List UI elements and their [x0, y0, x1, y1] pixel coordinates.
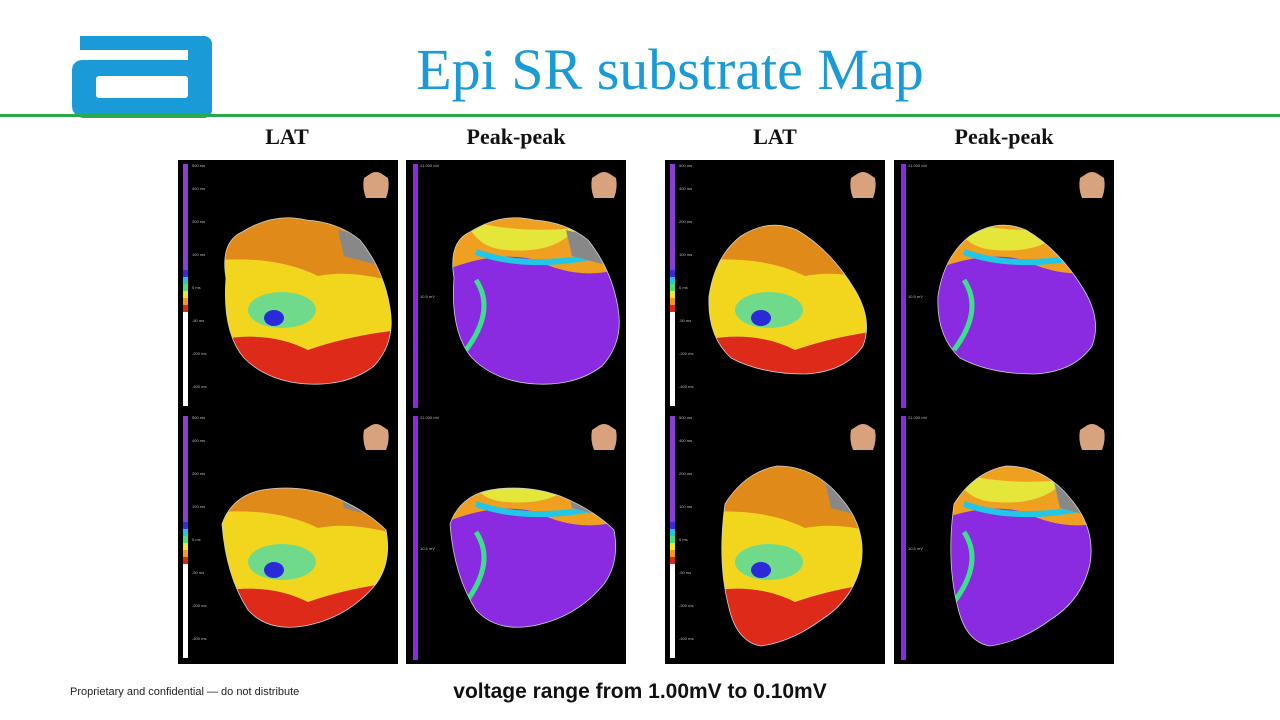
colorbar-tick-label: -400 ms: [679, 636, 693, 641]
column-label-peak-2: Peak-peak: [954, 124, 1054, 149]
colorbar-top-label: 21.000 mV: [420, 415, 440, 420]
brand-logo: [72, 36, 212, 118]
column-label-lat-2: LAT: [753, 124, 797, 149]
colorbar-tick-label: -200 ms: [192, 351, 206, 356]
map-panel-peak-bottom-left: 21.000 mV 10.5 mV: [406, 412, 626, 664]
colorbar: [670, 416, 675, 658]
orientation-torso-icon: [591, 172, 617, 198]
colorbar-tick-label: 200 ms: [679, 219, 692, 224]
orientation-torso-icon: [1079, 172, 1105, 198]
colorbar-tick-label: 200 ms: [192, 471, 205, 476]
colorbar-tick-label: 400 ms: [679, 438, 692, 443]
colorbar-tick-label: -50 ms: [679, 570, 691, 575]
colorbar-tick-label: 10.5 mV: [908, 546, 923, 551]
colorbar-tick-label: 400 ms: [192, 438, 205, 443]
title-divider: [0, 114, 1280, 117]
colorbar-top-label: 500 ms: [679, 415, 692, 420]
colorbar: [670, 164, 675, 406]
colorbar-tick-label: 0 ms: [679, 285, 688, 290]
colorbar: [183, 164, 188, 406]
colorbar-top-label: 500 ms: [679, 163, 692, 168]
orientation-torso-icon: [363, 172, 389, 198]
map-panel-lat-top-right: 500 ms 400 ms 200 ms 100 ms 0 ms -50 ms -200 m…: [665, 160, 885, 412]
colorbar-tick-label: 0 ms: [679, 537, 688, 542]
page-title: Epi SR substrate Map: [416, 37, 924, 102]
colorbar-tick-label: 200 ms: [679, 471, 692, 476]
colorbar-tick-label: -200 ms: [679, 351, 693, 356]
map-panel-peak-bottom-right: 21.000 mV 10.5 mV: [894, 412, 1114, 664]
colorbar-tick-label: -400 ms: [679, 384, 693, 389]
colorbar-tick-label: -400 ms: [192, 636, 206, 641]
colorbar-tick-label: 10.5 mV: [420, 546, 435, 551]
colorbar-tick-label: 200 ms: [192, 219, 205, 224]
colorbar-tick-label: 10.5 mV: [420, 294, 435, 299]
orientation-torso-icon: [850, 424, 876, 450]
colorbar: [901, 164, 906, 408]
colorbar-tick-label: 100 ms: [679, 504, 692, 509]
colorbar-top-label: 21.000 mV: [908, 415, 928, 420]
colorbar-top-label: 21.000 mV: [420, 163, 440, 168]
colorbar-tick-label: 100 ms: [192, 504, 205, 509]
orientation-torso-icon: [591, 424, 617, 450]
colorbar-tick-label: 0 ms: [192, 537, 201, 542]
colorbar-tick-label: -50 ms: [679, 318, 691, 323]
colorbar-tick-label: 10.5 mV: [908, 294, 923, 299]
colorbar: [413, 416, 418, 660]
confidential-note: Proprietary and confidential — do not di…: [70, 686, 300, 698]
colorbar-tick-label: 0 ms: [192, 285, 201, 290]
colorbar-tick-label: -200 ms: [192, 603, 206, 608]
colorbar: [183, 416, 188, 658]
colorbar-tick-label: 100 ms: [679, 252, 692, 257]
orientation-torso-icon: [363, 424, 389, 450]
map-panel-lat-bottom-left: 500 ms 400 ms 200 ms 100 ms 0 ms -50 ms -200 m…: [178, 412, 398, 664]
colorbar-top-label: 21.000 mV: [908, 163, 928, 168]
map-panel-lat-top-left: 500 ms 400 ms 200 ms 100 ms 0 ms -50 ms -200 m…: [178, 160, 398, 412]
colorbar: [901, 416, 906, 660]
colorbar-tick-label: -200 ms: [679, 603, 693, 608]
colorbar-tick-label: -50 ms: [192, 318, 204, 323]
orientation-torso-icon: [1079, 424, 1105, 450]
colorbar: [413, 164, 418, 408]
voltage-range-caption: voltage range from 1.00mV to 0.10mV: [453, 680, 827, 703]
column-label-peak-1: Peak-peak: [466, 124, 566, 149]
colorbar-top-label: 500 ms: [192, 163, 205, 168]
colorbar-tick-label: -400 ms: [192, 384, 206, 389]
colorbar-top-label: 500 ms: [192, 415, 205, 420]
colorbar-tick-label: 100 ms: [192, 252, 205, 257]
colorbar-tick-label: 400 ms: [192, 186, 205, 191]
map-panel-peak-top-right: 21.000 mV 10.5 mV: [894, 160, 1114, 412]
colorbar-tick-label: -50 ms: [192, 570, 204, 575]
column-label-lat-1: LAT: [265, 124, 309, 149]
map-panel-lat-bottom-right: 500 ms 400 ms 200 ms 100 ms 0 ms -50 ms -200 m…: [665, 412, 885, 664]
orientation-torso-icon: [850, 172, 876, 198]
map-panel-peak-top-left: 21.000 mV 10.5 mV: [406, 160, 626, 412]
colorbar-tick-label: 400 ms: [679, 186, 692, 191]
